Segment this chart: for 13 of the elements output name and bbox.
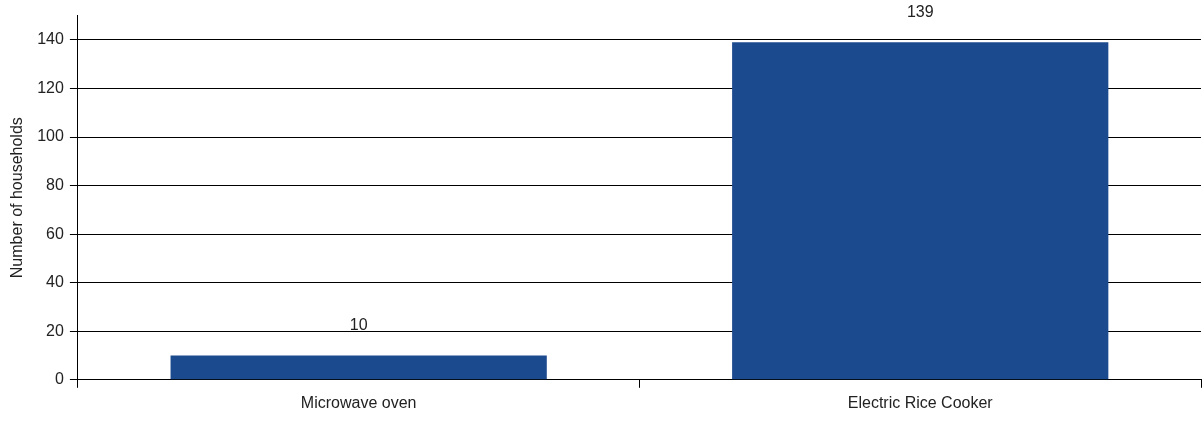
y-tick-label: 0 (54, 370, 64, 388)
x-tick-label: Electric Rice Cooker (847, 393, 994, 411)
y-tick-label: 100 (37, 127, 64, 145)
y-axis-title: Number of households (8, 117, 26, 279)
y-tick-label: 60 (46, 224, 64, 242)
data-label: 10 (349, 315, 368, 333)
x-tick-label: Microwave oven (300, 393, 417, 411)
y-tick-label: 140 (37, 30, 64, 48)
y-tick-label: 80 (46, 175, 64, 193)
y-tick-label: 20 (46, 321, 64, 339)
y-tick-label: 40 (46, 273, 64, 291)
y-tick-label: 120 (37, 78, 64, 96)
data-label: 139 (906, 2, 934, 20)
